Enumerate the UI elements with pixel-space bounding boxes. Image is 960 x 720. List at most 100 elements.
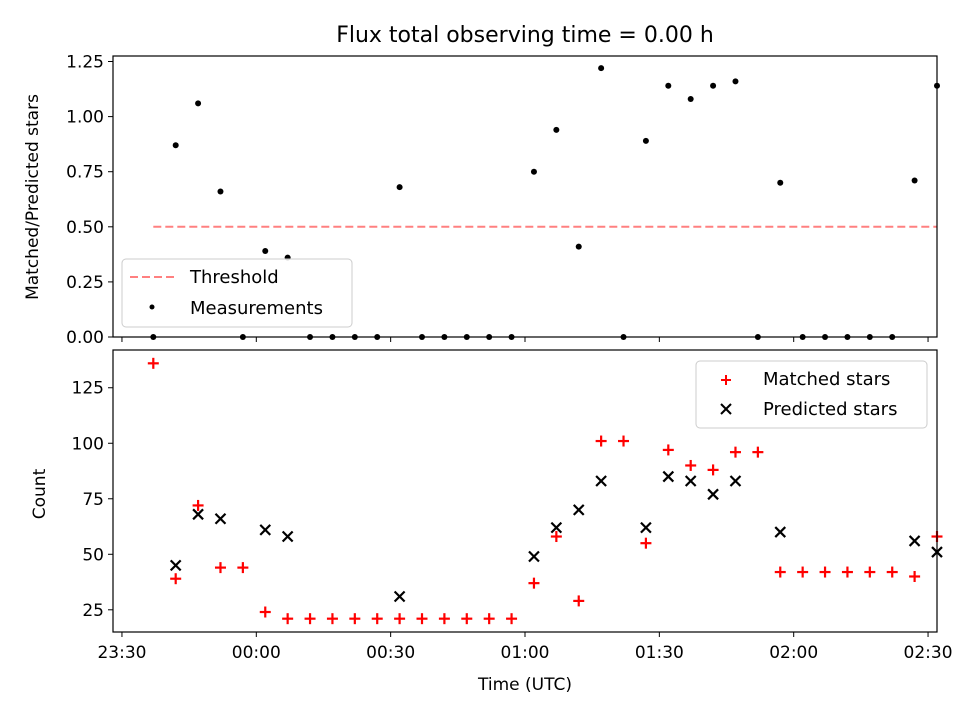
count-y-tick-label: 75 [82,490,104,510]
matched-star-point [707,464,719,476]
predicted-star-point [192,508,204,521]
count-x-tick-label: 02:30 [904,643,953,663]
matched-star-point [841,566,853,578]
measurement-point [598,65,605,72]
matched-star-point [886,566,898,578]
threshold-legend-label: Threshold [189,267,279,288]
matched-star-point [237,562,249,574]
ratio-y-tick-label: 0.75 [66,163,104,183]
count-x-tick-label: 00:00 [232,643,281,663]
measurement-point [777,179,784,186]
measurement-point [262,248,269,255]
matched-star-point [416,613,428,625]
predicted-star-point [684,475,697,487]
matched-star-point [259,606,271,618]
ratio-y-axis: 0.00 0.25 0.50 0.75 1.00 1.25 [66,53,113,348]
matched-star-point [326,613,338,625]
matched-star-point [685,459,697,471]
predicted-star-point [169,559,182,572]
matched-star-point [550,531,562,543]
matched-star-point [170,573,182,585]
matched-star-point [214,562,226,574]
count-x-tick-label: 01:30 [635,643,684,663]
predicted-star-point [572,504,585,516]
matched-star-point [618,435,630,447]
matched-star-point [528,577,540,589]
predicted-star-point [550,521,563,534]
measurement-point [553,126,560,133]
matched-star-point [864,566,876,578]
measurements-legend-label: Measurements [190,298,323,319]
ratio-legend: Threshold Measurements [121,258,353,328]
predicted-star-point [393,590,406,603]
matched-star-point [752,446,764,458]
matched-star-point [506,613,518,625]
chart-title: Flux total observing time = 0.00 h [336,23,714,48]
matched-star-point [371,613,383,625]
count-x-axis-label: Time (UTC) [477,675,572,695]
measurement-point [911,177,918,184]
matched-star-point [304,613,316,625]
count-y-tick-label: 25 [82,601,104,621]
count-plot: 25 50 75 100 125 23:30 00:00 00:30 01:00 01:30 02… [30,349,953,695]
count-x-tick-label: 23:30 [97,643,146,663]
measurement-point [195,100,202,107]
matched-star-point [595,435,607,447]
predicted-star-point [662,470,675,483]
ratio-y-axis-label: Matched/Predicted stars [23,94,43,300]
count-y-tick-label: 125 [72,379,104,399]
measurement-point [172,142,179,149]
predicted-star-point [281,530,294,543]
count-plot-marks [147,357,943,625]
matched-star-point [797,566,809,578]
matched-star-point [573,595,585,607]
measurements-legend-swatch [149,304,155,310]
measurement-point [575,243,582,250]
ratio-plot: Flux total observing time = 0.00 h 0.000… [23,23,940,348]
matched-star-point [349,613,361,625]
matched-star-point [640,537,652,549]
predicted-legend-swatch [720,403,732,415]
matched-star-point [729,446,741,458]
count-y-axis: 25 50 75 100 125 [72,379,113,621]
count-y-tick-label: 100 [72,434,104,454]
measurement-point [687,95,694,102]
count-y-axis-label: Count [30,468,50,519]
ratio-y-tick-label: 0.00 [66,328,104,348]
measurement-point [732,78,739,85]
ratio-y-tick-label: 1.00 [66,108,104,128]
matched-star-point [774,566,786,578]
matched-star-point [192,499,204,511]
matched-star-point [662,444,674,456]
predicted-star-point [214,512,227,525]
predicted-star-point [259,524,272,536]
matched-star-point [147,357,159,369]
matched-legend-swatch [721,375,731,385]
predicted-star-point [528,550,540,563]
count-x-tick-label: 02:00 [769,643,818,663]
predicted-star-point [640,521,652,534]
matched-star-point [394,613,406,625]
matched-star-point [819,566,831,578]
matched-star-point [282,613,294,625]
predicted-star-point [707,488,719,501]
matched-legend-label: Matched stars [763,369,890,390]
ratio-y-tick-label: 0.25 [66,273,104,293]
predicted-star-point [729,475,742,487]
count-legend-box [695,360,928,429]
predicted-star-point [774,526,787,538]
matched-star-point [909,570,921,582]
ratio-y-tick-label: 1.25 [66,53,104,73]
count-y-tick-label: 50 [82,545,104,565]
predicted-star-point [908,535,921,547]
ratio-y-tick-label: 0.50 [66,218,104,238]
measurement-point [396,184,403,191]
matched-star-point [438,613,450,625]
count-legend: Matched stars Predicted stars [695,360,928,429]
measurement-point [665,82,672,89]
measurement-point [217,188,224,195]
count-x-tick-label: 01:00 [501,643,550,663]
measurement-point [530,168,537,175]
count-plot-frame [112,349,938,633]
